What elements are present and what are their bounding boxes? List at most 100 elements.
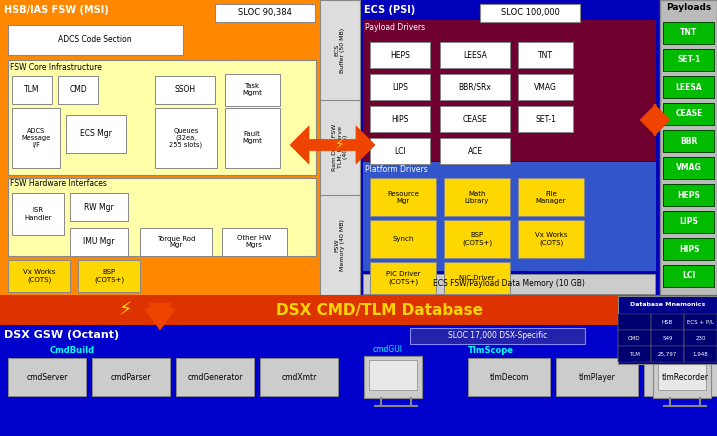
FancyBboxPatch shape — [0, 295, 717, 325]
FancyBboxPatch shape — [225, 74, 280, 106]
FancyBboxPatch shape — [363, 162, 655, 270]
FancyBboxPatch shape — [518, 220, 584, 258]
Text: ADCS
Message
I/F: ADCS Message I/F — [22, 128, 51, 148]
Text: tlmDecom: tlmDecom — [489, 372, 528, 382]
Text: ⚡: ⚡ — [118, 300, 132, 320]
FancyBboxPatch shape — [140, 228, 212, 256]
Text: Fault
Mgmt: Fault Mgmt — [242, 132, 262, 144]
Text: ⚡: ⚡ — [335, 138, 345, 152]
Text: RW Mgr: RW Mgr — [84, 202, 114, 211]
Text: PIC Driver
(COTS+): PIC Driver (COTS+) — [386, 271, 420, 285]
FancyBboxPatch shape — [651, 346, 684, 362]
FancyBboxPatch shape — [176, 358, 254, 396]
FancyBboxPatch shape — [440, 42, 510, 68]
Text: BSP
(COTS+): BSP (COTS+) — [462, 232, 492, 246]
Text: CmdBuild: CmdBuild — [50, 345, 95, 354]
Polygon shape — [145, 303, 175, 330]
Text: ACE: ACE — [467, 146, 483, 156]
Text: cmdXmtr: cmdXmtr — [281, 372, 317, 382]
Text: SSOH: SSOH — [174, 85, 196, 95]
FancyBboxPatch shape — [155, 76, 215, 104]
Text: CMD: CMD — [628, 335, 641, 341]
FancyBboxPatch shape — [518, 42, 573, 68]
Text: ISR
Handler: ISR Handler — [24, 208, 52, 221]
FancyBboxPatch shape — [444, 178, 510, 216]
Text: Vx Works
(COTS): Vx Works (COTS) — [23, 269, 55, 283]
FancyBboxPatch shape — [660, 0, 717, 295]
Text: ECS + P/L: ECS + P/L — [687, 320, 714, 324]
FancyBboxPatch shape — [364, 356, 422, 398]
FancyBboxPatch shape — [360, 0, 660, 295]
FancyBboxPatch shape — [370, 106, 430, 132]
Text: ADCS Code Section: ADCS Code Section — [58, 35, 132, 44]
Text: cmdGenerator: cmdGenerator — [187, 372, 242, 382]
FancyBboxPatch shape — [440, 74, 510, 100]
FancyBboxPatch shape — [518, 178, 584, 216]
Polygon shape — [640, 104, 670, 136]
Polygon shape — [290, 126, 375, 164]
Text: DSX CMD/TLM Database: DSX CMD/TLM Database — [277, 303, 483, 319]
Text: cmdServer: cmdServer — [27, 372, 67, 382]
FancyBboxPatch shape — [663, 76, 714, 98]
FancyBboxPatch shape — [363, 274, 655, 294]
FancyBboxPatch shape — [663, 238, 714, 260]
FancyBboxPatch shape — [12, 76, 52, 104]
FancyBboxPatch shape — [658, 360, 706, 390]
FancyBboxPatch shape — [518, 106, 573, 132]
Text: HSB: HSB — [662, 320, 673, 324]
FancyBboxPatch shape — [320, 0, 360, 295]
FancyBboxPatch shape — [222, 228, 287, 256]
Text: Database Mnemonics: Database Mnemonics — [630, 303, 705, 307]
FancyBboxPatch shape — [370, 220, 436, 258]
Text: 549: 549 — [663, 335, 673, 341]
FancyBboxPatch shape — [618, 296, 717, 364]
FancyBboxPatch shape — [370, 178, 436, 216]
Text: SLOC 90,384: SLOC 90,384 — [238, 8, 292, 17]
Text: Queues
(32ea,
255 slots): Queues (32ea, 255 slots) — [169, 127, 203, 149]
Text: Vx Works
(COTS): Vx Works (COTS) — [535, 232, 567, 246]
FancyBboxPatch shape — [518, 74, 573, 100]
Text: CEASE: CEASE — [462, 115, 488, 123]
FancyBboxPatch shape — [618, 314, 651, 330]
FancyBboxPatch shape — [410, 328, 585, 344]
Text: BSP
(COTS+): BSP (COTS+) — [94, 269, 124, 283]
Text: Platform Drivers: Platform Drivers — [365, 166, 428, 174]
FancyBboxPatch shape — [8, 178, 316, 256]
Text: CEASE: CEASE — [675, 109, 703, 119]
Text: VMAG: VMAG — [534, 82, 557, 92]
FancyBboxPatch shape — [663, 22, 714, 44]
Text: HEPS: HEPS — [390, 51, 410, 59]
FancyBboxPatch shape — [70, 193, 128, 221]
Text: Task
Mgmt: Task Mgmt — [242, 84, 262, 96]
FancyBboxPatch shape — [370, 74, 430, 100]
FancyBboxPatch shape — [369, 360, 417, 390]
Text: SET-1: SET-1 — [535, 115, 556, 123]
FancyBboxPatch shape — [66, 115, 126, 153]
Text: TLM: TLM — [629, 351, 640, 357]
FancyBboxPatch shape — [70, 228, 128, 256]
FancyBboxPatch shape — [8, 260, 70, 292]
FancyBboxPatch shape — [663, 49, 714, 71]
FancyBboxPatch shape — [0, 0, 320, 295]
Text: HIPS: HIPS — [391, 115, 409, 123]
FancyBboxPatch shape — [444, 220, 510, 258]
Text: SLOC 17,000 DSX-Specific: SLOC 17,000 DSX-Specific — [448, 331, 548, 341]
FancyBboxPatch shape — [651, 314, 684, 330]
Text: tlmPlayer: tlmPlayer — [579, 372, 615, 382]
FancyBboxPatch shape — [663, 265, 714, 287]
Text: ECS (PSI): ECS (PSI) — [364, 5, 415, 15]
FancyBboxPatch shape — [663, 184, 714, 206]
Text: VMAG: VMAG — [676, 164, 702, 173]
Text: cmdParser: cmdParser — [110, 372, 151, 382]
Text: Math
Library: Math Library — [465, 191, 489, 204]
Text: HSB/IAS FSW (MSI): HSB/IAS FSW (MSI) — [4, 5, 109, 15]
Text: ECS Mgr: ECS Mgr — [80, 129, 112, 139]
FancyBboxPatch shape — [684, 346, 717, 362]
Text: LEESA: LEESA — [675, 82, 703, 92]
FancyBboxPatch shape — [653, 356, 711, 398]
Text: cmdGUI: cmdGUI — [373, 344, 403, 354]
FancyBboxPatch shape — [651, 330, 684, 346]
Text: BBR/SRx: BBR/SRx — [459, 82, 491, 92]
Text: SET-1: SET-1 — [678, 55, 701, 65]
Text: 230: 230 — [695, 335, 706, 341]
